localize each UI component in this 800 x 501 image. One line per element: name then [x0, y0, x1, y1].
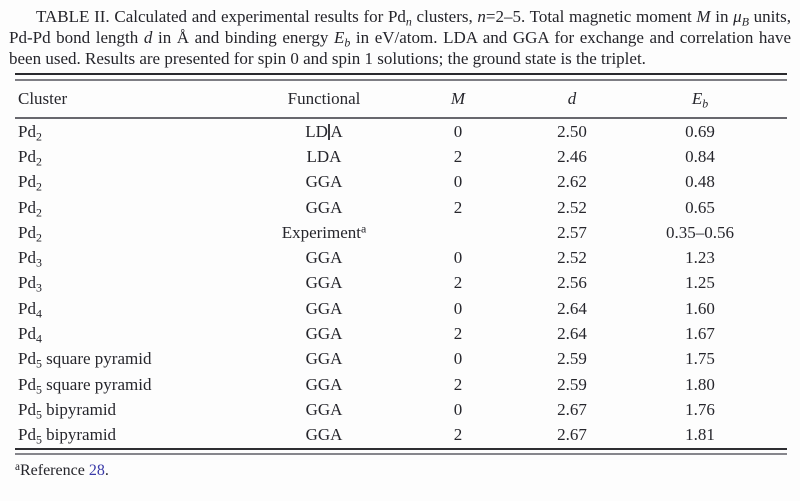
cell-binding-energy: 0.69 — [685, 121, 715, 141]
cell-binding-energy: 1.23 — [685, 248, 715, 268]
cell-functional: GGA — [305, 349, 343, 369]
cell-bond-length: 2.57 — [557, 222, 587, 242]
cell-moment: 2 — [453, 197, 463, 217]
cell-bond-length: 2.46 — [557, 146, 587, 166]
cell-moment — [385, 220, 531, 245]
footnote: aReference 28. — [15, 460, 109, 479]
cell-cluster: Pd2 — [18, 197, 42, 219]
cell-functional: LDA — [306, 146, 342, 166]
cell-bond-length: 2.52 — [557, 248, 587, 268]
table-row: Pd2 Experimenta 2.57 0.35–0.56 — [15, 220, 787, 245]
table-caption: TABLE II. Calculated and experimental re… — [9, 7, 792, 68]
column-header-functional: Functional — [263, 81, 385, 119]
cell-binding-energy: 1.67 — [685, 324, 715, 344]
cell-functional: GGA — [305, 273, 343, 293]
table-row: Pd2 LD A 0 2.50 0.69 — [15, 118, 787, 144]
cell-functional: GGA — [305, 399, 343, 419]
table-row: Pd5 square pyramid GGA 2 2.59 1.80 — [15, 372, 787, 397]
table-row: Pd2 GGA 2 2.52 0.65 — [15, 195, 787, 220]
cell-functional: Experimenta — [281, 221, 367, 242]
column-header-binding-energy: Eb — [613, 81, 787, 119]
cell-binding-energy: 1.60 — [685, 298, 715, 318]
table-bottom-rule — [15, 447, 787, 455]
cell-moment: 2 — [453, 425, 463, 445]
cell-functional: GGA — [305, 425, 343, 445]
cell-bond-length: 2.56 — [557, 273, 587, 293]
cell-cluster: Pd2 — [18, 222, 42, 245]
cell-cluster: Pd2 — [18, 121, 42, 143]
table-row: Pd4 GGA 0 2.64 1.60 — [15, 296, 787, 321]
cell-bond-length: 2.67 — [557, 399, 587, 419]
cell-cluster: Pd4 — [18, 324, 42, 346]
cell-binding-energy: 1.80 — [685, 374, 715, 394]
cell-binding-energy: 1.76 — [685, 399, 715, 419]
table-row: Pd5 bipyramid GGA 0 2.67 1.76 — [15, 397, 787, 422]
table-row: Pd5 square pyramid GGA 0 2.59 1.75 — [15, 347, 787, 372]
cell-cluster: Pd4 — [18, 298, 42, 321]
cell-moment: 0 — [453, 248, 463, 268]
cell-bond-length: 2.62 — [557, 172, 587, 192]
cell-cluster: Pd2 — [18, 172, 42, 194]
table-row: Pd3 GGA 0 2.52 1.23 — [15, 245, 787, 270]
table-row: Pd2 GGA 0 2.62 0.48 — [15, 170, 787, 195]
table-row: Pd4 GGA 2 2.64 1.67 — [15, 321, 787, 346]
cell-cluster: Pd5 bipyramid — [18, 399, 117, 422]
column-header-cluster: Cluster — [15, 81, 263, 119]
column-header-bond-length: d — [531, 81, 613, 119]
cell-moment: 2 — [453, 273, 463, 293]
cell-binding-energy: 0.65 — [685, 197, 715, 217]
cell-bond-length: 2.67 — [557, 425, 587, 445]
table-body: Pd2 LD A 0 2.50 0.69 Pd2 LDA 2 2.46 0.84 Pd2 GGA 0 2.6… — [15, 118, 787, 448]
cell-bond-length: 2.59 — [557, 349, 587, 369]
cell-binding-energy: 1.81 — [685, 425, 715, 445]
cell-moment: 0 — [453, 298, 463, 318]
cell-moment: 0 — [453, 172, 463, 192]
cell-bond-length: 2.64 — [557, 298, 587, 318]
cell-functional: GGA — [305, 324, 343, 344]
cell-cluster: Pd5 square pyramid — [18, 349, 152, 371]
column-header-moment: M — [385, 81, 531, 119]
cell-moment: 0 — [453, 349, 463, 369]
cell-functional: GGA — [305, 374, 343, 394]
cell-binding-energy: 0.84 — [685, 146, 715, 166]
cell-binding-energy: 0.35–0.56 — [666, 222, 734, 242]
cell-bond-length: 2.50 — [557, 121, 587, 141]
cell-cluster: Pd5 bipyramid — [18, 425, 117, 447]
cell-moment: 2 — [453, 374, 463, 394]
cell-functional: GGA — [305, 197, 343, 217]
cell-cluster: Pd3 — [18, 248, 42, 270]
text-cursor — [328, 123, 330, 140]
cell-cluster: Pd5 square pyramid — [18, 374, 152, 396]
cell-cluster: Pd3 — [18, 273, 42, 295]
cell-bond-length: 2.59 — [557, 374, 587, 394]
cell-moment: 2 — [453, 324, 463, 344]
cell-bond-length: 2.52 — [557, 197, 587, 217]
cell-cluster: Pd2 — [18, 146, 42, 169]
reference-link[interactable]: 28 — [88, 461, 105, 479]
table-row: Pd3 GGA 2 2.56 1.25 — [15, 271, 787, 296]
cell-moment: 2 — [453, 146, 463, 166]
cell-functional: GGA — [305, 248, 343, 268]
cell-binding-energy: 0.48 — [685, 172, 715, 192]
cell-functional: GGA — [305, 298, 343, 318]
cell-binding-energy: 1.75 — [685, 349, 715, 369]
cell-functional: GGA — [305, 172, 343, 192]
cell-moment: 0 — [453, 399, 463, 419]
cell-binding-energy: 1.25 — [685, 273, 715, 293]
table-row: Pd5 bipyramid GGA 2 2.67 1.81 — [15, 423, 787, 448]
cell-moment: 0 — [453, 121, 463, 141]
table-top-rule — [15, 73, 787, 81]
table-row: Pd2 LDA 2 2.46 0.84 — [15, 144, 787, 169]
cell-bond-length: 2.64 — [557, 324, 587, 344]
